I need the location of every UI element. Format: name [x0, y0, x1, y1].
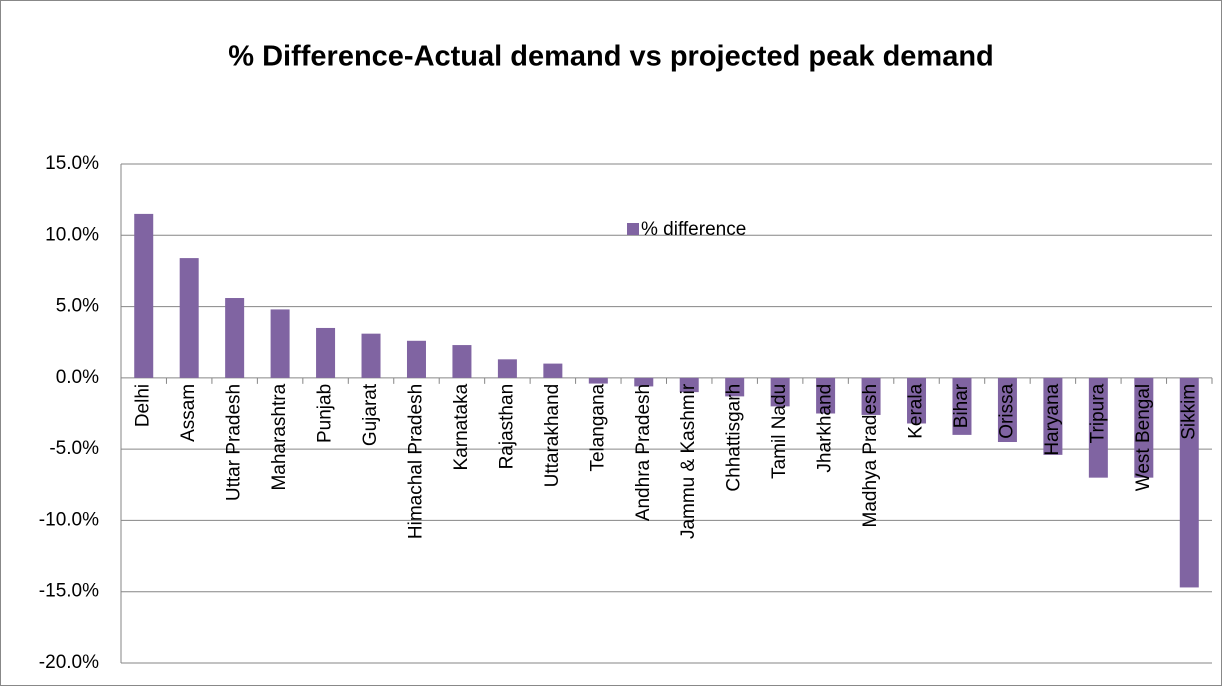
x-tick-label: Tamil Nadu	[769, 384, 790, 479]
x-tick-label: Tripura	[1087, 383, 1108, 443]
x-tick-label: Bihar	[951, 383, 972, 428]
y-tick-label: -20.0%	[39, 652, 99, 673]
x-tick-label: Gujarat	[360, 383, 381, 446]
bar	[1043, 377, 1063, 455]
legend-swatch	[627, 223, 639, 235]
bar	[861, 377, 881, 415]
bar	[179, 258, 199, 378]
bar	[452, 345, 472, 378]
x-tick-label: Rajasthan	[496, 384, 517, 470]
y-tick-label: -15.0%	[39, 581, 99, 602]
y-tick-label: 15.0%	[45, 153, 99, 174]
bar	[225, 298, 245, 378]
bar	[770, 377, 790, 407]
y-tick-label: 10.0%	[45, 224, 99, 245]
bar	[1088, 377, 1108, 478]
x-tick-label: Jharkhand	[815, 384, 836, 473]
bar	[997, 377, 1017, 443]
x-tick-label: West Bengal	[1133, 384, 1154, 491]
x-tick-label: Orissa	[996, 383, 1017, 438]
bar	[588, 377, 608, 384]
x-tick-label: Sikkim	[1178, 384, 1199, 440]
bar	[679, 377, 699, 393]
x-tick-label: Haryana	[1042, 383, 1063, 455]
x-tick-label: Uttarakhand	[542, 384, 563, 488]
x-tick-label: Madhya Pradesh	[860, 384, 881, 528]
x-tick-label: Jammu & Kashmir	[678, 383, 699, 539]
x-tick-label: Andhra Pradesh	[633, 384, 654, 521]
bar	[952, 377, 972, 435]
bar	[1134, 377, 1154, 478]
bar	[907, 377, 927, 424]
x-tick-label: Uttar Pradesh	[224, 384, 245, 501]
bar	[816, 377, 836, 414]
bar	[497, 359, 517, 378]
x-tick-label: Delhi	[133, 384, 154, 427]
y-tick-label: -10.0%	[39, 509, 99, 530]
y-tick-label: 5.0%	[56, 296, 99, 317]
legend-label: % difference	[641, 219, 746, 240]
bar	[361, 333, 381, 378]
bar	[316, 327, 336, 378]
bar	[634, 377, 654, 387]
bar	[406, 340, 426, 378]
x-tick-label: Kerala	[906, 383, 927, 438]
bar	[270, 309, 290, 378]
x-tick-label: Karnataka	[451, 383, 472, 470]
x-tick-label: Punjab	[315, 384, 336, 443]
x-tick-label: Himachal Pradesh	[405, 384, 426, 539]
chart-title: % Difference-Actual demand vs projected …	[228, 41, 994, 73]
bar	[1179, 377, 1199, 588]
y-tick-label: -5.0%	[49, 438, 99, 459]
bar	[543, 363, 563, 378]
x-tick-label: Chhattisgarh	[724, 384, 745, 492]
x-tick-label: Assam	[178, 384, 199, 442]
x-tick-label: Maharashtra	[269, 383, 290, 490]
bar	[725, 377, 745, 397]
y-tick-label: 0.0%	[56, 367, 99, 388]
bar	[134, 213, 154, 378]
x-tick-label: Telangana	[587, 383, 608, 471]
